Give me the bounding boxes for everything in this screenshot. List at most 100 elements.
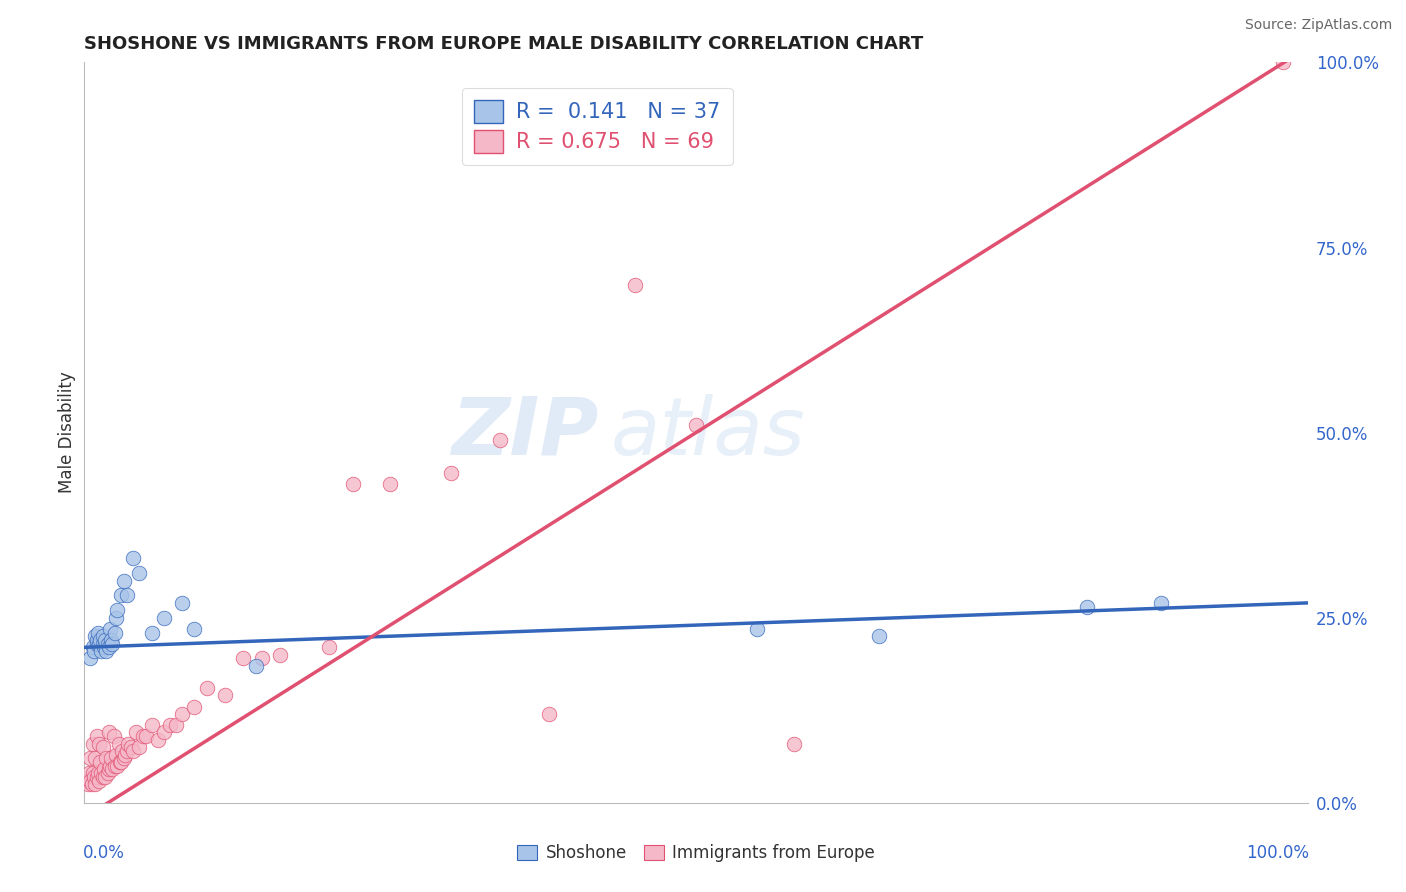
Point bbox=[1272, 55, 1295, 70]
Point bbox=[84, 777, 107, 791]
Point bbox=[84, 629, 107, 643]
Point bbox=[141, 718, 163, 732]
Point bbox=[105, 747, 128, 762]
Point bbox=[105, 610, 128, 624]
Point bbox=[232, 651, 254, 665]
Point bbox=[101, 637, 124, 651]
Point bbox=[87, 766, 110, 780]
Point bbox=[380, 477, 402, 491]
Text: 0.0%: 0.0% bbox=[83, 844, 125, 862]
Point bbox=[108, 755, 131, 769]
Point bbox=[98, 758, 121, 772]
Point bbox=[94, 632, 117, 647]
Point bbox=[183, 699, 205, 714]
Point bbox=[80, 777, 103, 791]
Point bbox=[685, 418, 707, 433]
Point bbox=[93, 640, 115, 655]
Text: SHOSHONE VS IMMIGRANTS FROM EUROPE MALE DISABILITY CORRELATION CHART: SHOSHONE VS IMMIGRANTS FROM EUROPE MALE … bbox=[84, 35, 924, 53]
Point bbox=[440, 467, 463, 481]
Point bbox=[89, 632, 111, 647]
Point bbox=[1150, 596, 1173, 610]
Point bbox=[82, 737, 104, 751]
Point bbox=[98, 622, 121, 636]
Point bbox=[86, 637, 108, 651]
Point bbox=[105, 603, 128, 617]
Point bbox=[172, 596, 194, 610]
Point bbox=[195, 681, 218, 695]
Point bbox=[110, 755, 132, 769]
Point bbox=[146, 732, 169, 747]
Text: Source: ZipAtlas.com: Source: ZipAtlas.com bbox=[1244, 18, 1392, 32]
Point bbox=[93, 763, 115, 777]
Point bbox=[90, 766, 112, 780]
Point bbox=[89, 755, 111, 769]
Point bbox=[624, 277, 647, 292]
Point bbox=[83, 644, 105, 658]
Point bbox=[84, 751, 107, 765]
Point bbox=[110, 589, 132, 603]
Point bbox=[86, 632, 108, 647]
Point bbox=[122, 551, 145, 566]
Point bbox=[165, 718, 187, 732]
Point bbox=[111, 744, 134, 758]
Point bbox=[250, 651, 273, 665]
Point bbox=[82, 766, 104, 780]
Point bbox=[747, 622, 769, 636]
Point bbox=[91, 740, 114, 755]
Point bbox=[159, 718, 181, 732]
Point bbox=[96, 751, 118, 765]
Point bbox=[79, 773, 101, 788]
Point bbox=[128, 740, 150, 755]
Point bbox=[153, 725, 176, 739]
Point bbox=[117, 737, 139, 751]
Point bbox=[104, 758, 127, 772]
Point bbox=[112, 751, 135, 765]
Point bbox=[86, 729, 108, 743]
Point bbox=[107, 737, 129, 751]
Point bbox=[342, 477, 364, 491]
Point bbox=[97, 725, 120, 739]
Point bbox=[115, 744, 138, 758]
Point bbox=[114, 747, 136, 762]
Point bbox=[869, 629, 891, 643]
Point bbox=[87, 737, 110, 751]
Point bbox=[489, 433, 512, 447]
Text: atlas: atlas bbox=[610, 393, 806, 472]
Legend: R =  0.141   N = 37, R = 0.675   N = 69: R = 0.141 N = 37, R = 0.675 N = 69 bbox=[461, 87, 733, 165]
Point bbox=[91, 770, 114, 784]
Point bbox=[103, 729, 125, 743]
Point bbox=[87, 773, 110, 788]
Point bbox=[112, 574, 135, 588]
Point bbox=[269, 648, 291, 662]
Point bbox=[87, 637, 110, 651]
Point bbox=[77, 777, 100, 791]
Point bbox=[122, 744, 145, 758]
Point bbox=[135, 729, 157, 743]
Point bbox=[105, 758, 128, 772]
Point bbox=[132, 729, 155, 743]
Point bbox=[97, 766, 120, 780]
Point bbox=[153, 610, 176, 624]
Point bbox=[94, 770, 117, 784]
Point bbox=[101, 763, 124, 777]
Point bbox=[79, 751, 101, 765]
Point bbox=[128, 566, 150, 581]
Point bbox=[97, 640, 120, 655]
Point bbox=[100, 751, 122, 765]
Point bbox=[214, 689, 236, 703]
Point bbox=[115, 589, 138, 603]
Point bbox=[100, 632, 122, 647]
Point bbox=[83, 770, 105, 784]
Y-axis label: Male Disability: Male Disability bbox=[58, 372, 76, 493]
Point bbox=[783, 737, 806, 751]
Point bbox=[79, 651, 101, 665]
Point bbox=[183, 622, 205, 636]
Point bbox=[91, 637, 114, 651]
Point bbox=[318, 640, 340, 655]
Point bbox=[125, 725, 148, 739]
Point bbox=[90, 644, 112, 658]
Text: 100.0%: 100.0% bbox=[1246, 844, 1309, 862]
Point bbox=[82, 640, 104, 655]
Point bbox=[538, 706, 561, 721]
Point bbox=[96, 644, 118, 658]
